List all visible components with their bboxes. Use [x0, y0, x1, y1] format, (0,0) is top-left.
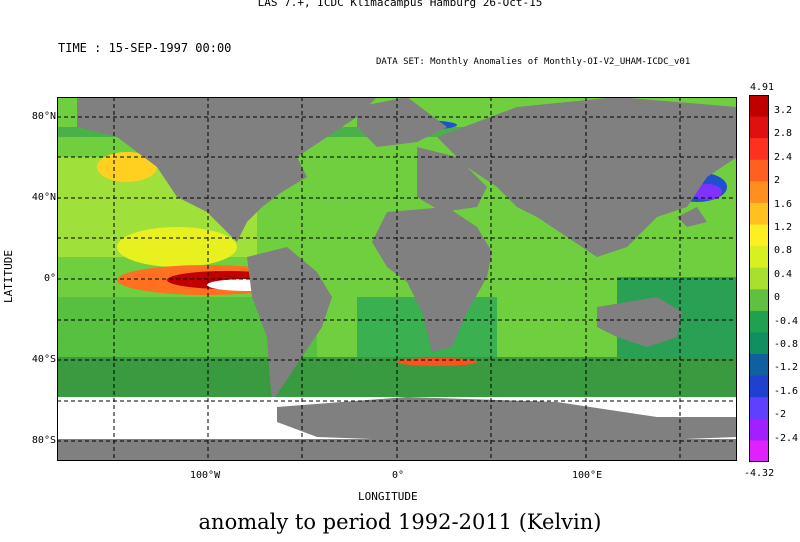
- grid-lines: [57, 97, 737, 461]
- plot-caption: anomaly to period 1992-2011 (Kelvin): [198, 510, 602, 534]
- colorbar-swatch: [749, 138, 769, 161]
- colorbar-swatch: [749, 289, 769, 312]
- lat-tick: 40°N: [31, 192, 56, 203]
- colorbar-swatch: [749, 332, 769, 355]
- colorbar-border: [749, 95, 769, 462]
- colorbar-tick-label: 0.8: [774, 245, 793, 257]
- colorbar-swatch: [749, 354, 769, 377]
- colorbar-tick-label: 0: [774, 292, 781, 304]
- lon-tick: 100°E: [572, 470, 603, 481]
- colorbar-tick-label: -2: [774, 409, 787, 421]
- y-axis-label: LATITUDE: [1, 250, 15, 303]
- colorbar-tick-label: -2.4: [774, 432, 799, 444]
- lat-tick: 80°S: [31, 435, 56, 446]
- colorbar-swatch: [749, 418, 769, 441]
- colorbar-swatch: [749, 202, 769, 226]
- time-label: TIME : 15-SEP-1997 00:00: [58, 41, 232, 55]
- colorbar-swatch: [749, 95, 769, 118]
- colorbar-swatch: [749, 375, 769, 398]
- colorbar-tick-label: 0.4: [774, 268, 793, 280]
- colorbar-tick-label: 3.2: [774, 105, 793, 116]
- lat-tick: 80°N: [31, 111, 56, 122]
- colorbar-tick-label: -0.8: [774, 339, 799, 350]
- colorbar-tick-label: 1.2: [774, 222, 793, 233]
- colorbar-tick-label: 1.6: [774, 198, 793, 210]
- dataset-label: DATA SET: Monthly Anomalies of Monthly-O…: [376, 57, 691, 67]
- colorbar-swatch: [749, 224, 769, 247]
- colorbar-swatch: [749, 397, 769, 420]
- colorbar-tick-label: 2: [774, 175, 781, 187]
- colorbar-swatch: [749, 267, 769, 290]
- colorbar-max-label: 4.91: [750, 82, 775, 93]
- colorbar-min-label: -4.32: [744, 468, 775, 479]
- lon-tick: 100°W: [190, 470, 221, 481]
- colorbar-tick-label: -0.4: [774, 315, 799, 327]
- colorbar-tick-label: 2.4: [774, 151, 793, 163]
- colorbar-swatch: [749, 246, 769, 269]
- colorbar-swatch: [749, 159, 769, 182]
- plot-header: LAS 7.+, ICDC Klimacampus Hamburg 26-Oct…: [257, 0, 543, 9]
- colorbar: [749, 95, 769, 462]
- x-axis-label: LONGITUDE: [358, 490, 418, 503]
- antarctica: [57, 397, 737, 461]
- lat-tick: 0°: [43, 273, 56, 284]
- map-border: [57, 97, 737, 461]
- colorbar-tick-label: -1.6: [774, 385, 799, 397]
- lat-tick: 40°S: [31, 354, 56, 365]
- colorbar-tick-label: -1.2: [774, 362, 799, 374]
- colorbar-tick-label: 2.8: [774, 128, 793, 140]
- colorbar-swatch: [749, 310, 769, 333]
- colorbar-swatch: [749, 116, 769, 139]
- colorbar-swatch: [749, 440, 769, 462]
- sst-anomaly-map: [57, 97, 737, 461]
- lon-tick: 0°: [392, 470, 405, 481]
- colorbar-swatch: [749, 181, 769, 204]
